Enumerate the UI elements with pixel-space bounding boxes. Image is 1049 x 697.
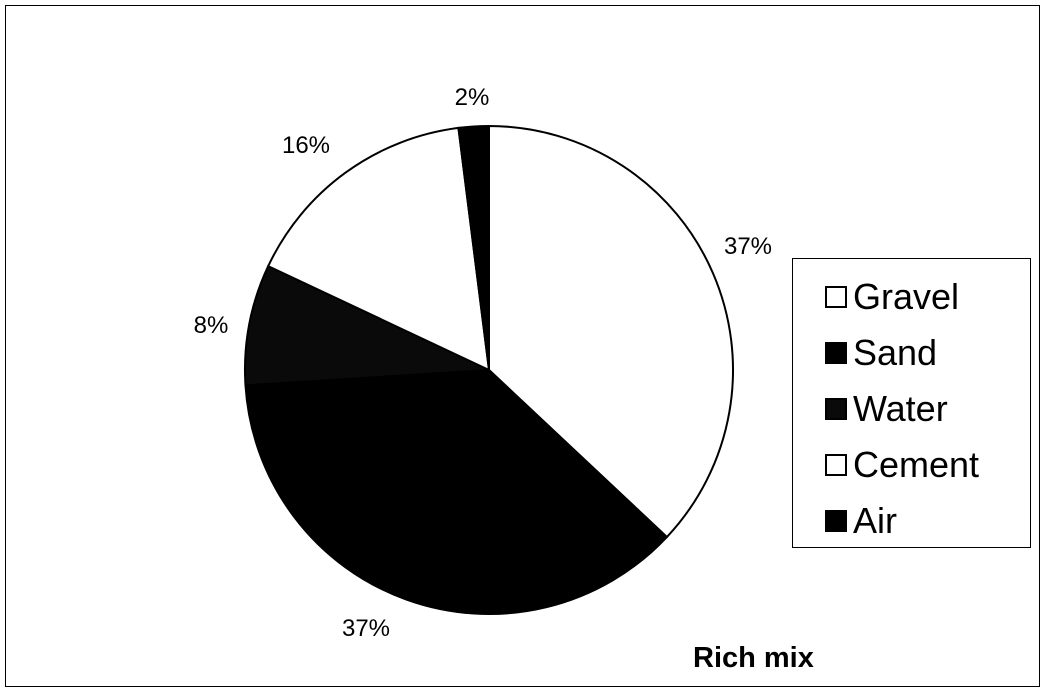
data-label-gravel: 37% bbox=[724, 233, 772, 260]
legend: Gravel Sand Water Cement Air bbox=[792, 258, 1031, 548]
pie-slice-water bbox=[244, 264, 490, 387]
legend-item-cement: Cement bbox=[825, 437, 1030, 493]
legend-label-sand: Sand bbox=[853, 332, 938, 373]
legend-swatch-water bbox=[825, 398, 847, 420]
pie-slice-sand bbox=[244, 368, 669, 615]
data-label-sand: 37% bbox=[342, 615, 390, 642]
data-label-air: 2% bbox=[455, 84, 490, 111]
legend-item-sand: Sand bbox=[825, 325, 1030, 381]
legend-label-air: Air bbox=[853, 500, 897, 541]
pie-slice-gravel bbox=[488, 124, 734, 539]
legend-item-gravel: Gravel bbox=[825, 269, 1030, 325]
pie-slice-cement bbox=[266, 126, 491, 372]
chart-title: Rich mix bbox=[693, 642, 814, 674]
legend-swatch-gravel bbox=[825, 286, 847, 308]
legend-swatch-air bbox=[825, 510, 847, 532]
legend-label-water: Water bbox=[853, 388, 948, 429]
legend-label-cement: Cement bbox=[853, 444, 980, 485]
legend-swatch-cement bbox=[825, 454, 847, 476]
legend-label-gravel: Gravel bbox=[853, 276, 960, 317]
data-label-cement: 16% bbox=[282, 132, 330, 159]
legend-item-water: Water bbox=[825, 381, 1030, 437]
pie-slice-air bbox=[457, 124, 490, 371]
legend-item-air: Air bbox=[825, 493, 1030, 549]
legend-swatch-sand bbox=[825, 342, 847, 364]
data-label-water: 8% bbox=[194, 312, 229, 339]
